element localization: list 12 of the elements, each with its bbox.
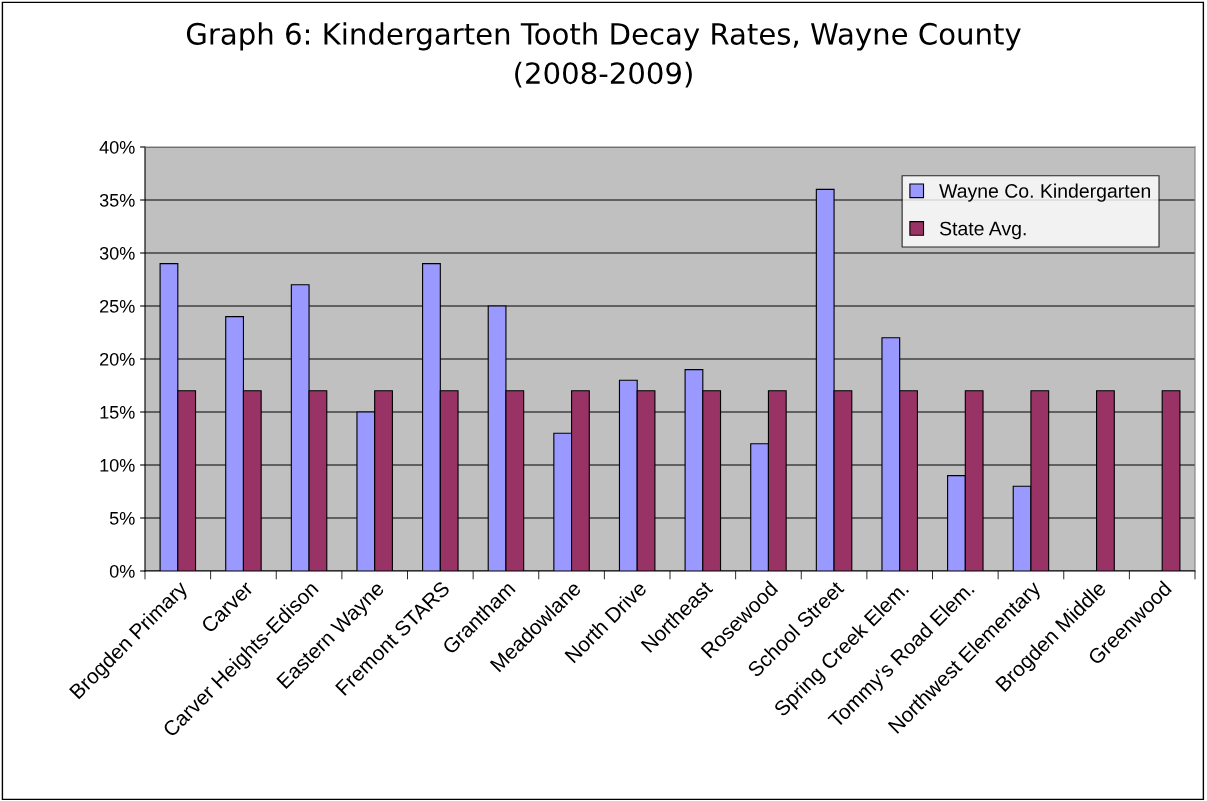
y-tick-label: 25% <box>100 299 135 313</box>
legend-label: State Avg. <box>939 221 1026 240</box>
y-tick-label: 10% <box>100 458 135 472</box>
chart-title: Graph 6: Kindergarten Tooth Decay Rates, Wayne County (2008-2009) <box>186 22 1021 88</box>
y-tick-label: 30% <box>99 246 135 260</box>
y-tick-label: 0% <box>109 564 135 578</box>
y-tick-label: 5% <box>109 512 135 525</box>
y-tick-label: 35% <box>99 193 135 207</box>
y-tick-label: 20% <box>100 352 135 366</box>
legend-label: Wayne Co. Kindergarten <box>939 183 1150 202</box>
y-tick-label: 15% <box>100 406 135 419</box>
y-tick-label: 40% <box>99 140 135 154</box>
